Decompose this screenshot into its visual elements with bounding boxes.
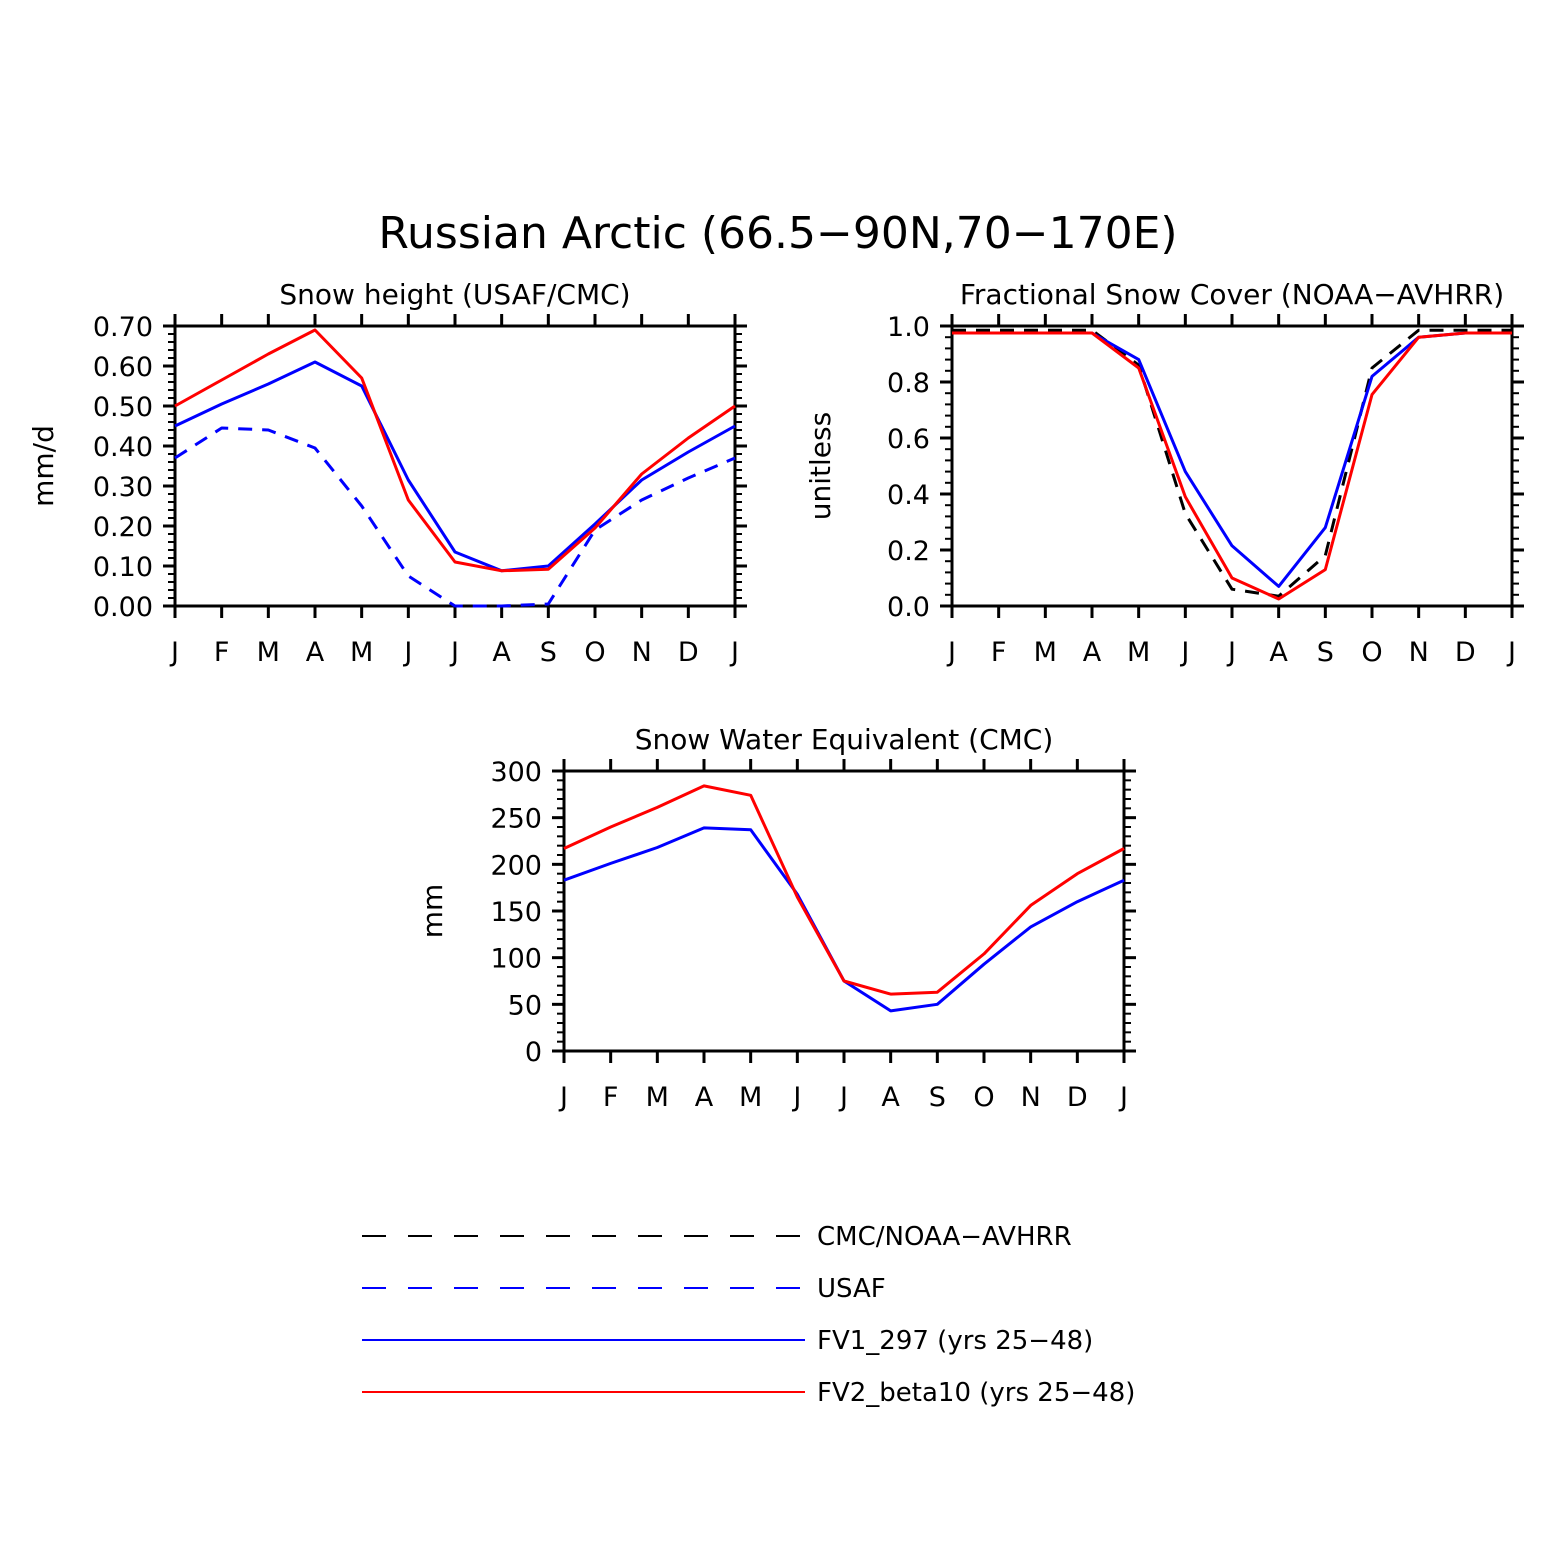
- swe-x-tick-label: J: [791, 1082, 801, 1113]
- swe-x-tick-label: A: [695, 1082, 714, 1113]
- fractional-snow-cover-x-tick-label: M: [1034, 637, 1057, 668]
- legend-label-2: FV1_297 (yrs 25−48): [817, 1326, 1093, 1356]
- legend-label-0: CMC/NOAA−AVHRR: [817, 1222, 1072, 1252]
- swe-series-fv2-beta10-yrs-25-48: [563, 784, 1125, 996]
- fractional-snow-cover-x-tick-label: M: [1127, 637, 1150, 668]
- swe-title: Snow Water Equivalent (CMC): [635, 723, 1054, 756]
- fractional-snow-cover-x-tick-label: A: [1269, 637, 1288, 668]
- swe-frame: [562, 769, 1126, 1053]
- swe-y-tick-label: 300: [490, 757, 542, 788]
- snow-height-y-tick-label: 0.30: [93, 472, 153, 503]
- snow-height-x-tick-label: J: [402, 637, 412, 668]
- fractional-snow-cover-title: Fractional Snow Cover (NOAA−AVHRR): [960, 278, 1504, 311]
- swe-y-tick-label: 0: [525, 1037, 542, 1068]
- fractional-snow-cover-y-tick-label: 0.8: [887, 368, 930, 399]
- snow-height-x-tick-label: M: [350, 637, 373, 668]
- swe-x-tick-label: M: [739, 1082, 762, 1113]
- fractional-snow-cover-panel: Fractional Snow Cover (NOAA−AVHRR)J F M A M J…: [804, 278, 1524, 668]
- snow-height-title: Snow height (USAF/CMC): [279, 278, 630, 311]
- swe-x-tick-label: J: [1118, 1082, 1128, 1113]
- swe-x-tick-label: S: [929, 1082, 946, 1113]
- snow-height-x-tick-label: J: [449, 637, 459, 668]
- legend: CMC/NOAA−AVHRR USAF FV1_297 (yrs 25−48) FV2…: [362, 1222, 1135, 1408]
- snow-height-y-tick-label: 0.00: [93, 592, 153, 623]
- fractional-snow-cover-x-tick-label: N: [1409, 637, 1429, 668]
- snow-height-x-tick-label: F: [214, 637, 230, 668]
- swe-y-tick-label: 200: [490, 850, 542, 881]
- swe-x-tick-label: D: [1067, 1082, 1088, 1113]
- swe-y-tick-label: 250: [490, 804, 542, 835]
- snow-height-y-tick-label: 0.10: [93, 552, 153, 583]
- swe-x-tick-label: M: [646, 1082, 669, 1113]
- legend-label-3: FV2_beta10 (yrs 25−48): [817, 1378, 1135, 1408]
- swe-x-tick-label: N: [1021, 1082, 1041, 1113]
- fractional-snow-cover-x-tick-label: J: [946, 637, 956, 668]
- swe-x-tick-label: F: [603, 1082, 619, 1113]
- fractional-snow-cover-y-tick-label: 0.4: [887, 480, 930, 511]
- fractional-snow-cover-x-tick-label: J: [1506, 637, 1516, 668]
- swe-y-tick-label: 50: [508, 990, 542, 1021]
- snow-height-x-tick-label: O: [584, 637, 605, 668]
- swe-y-tick-label: 100: [490, 944, 542, 975]
- snow-height-series-fv1-297-yrs-25-48: [174, 360, 736, 573]
- snow-height-panel: Snow height (USAF/CMC)J F M A M J J A S O N D J0.000…: [27, 278, 747, 668]
- fractional-snow-cover-y-tick-label: 1.0: [887, 312, 930, 343]
- fractional-snow-cover-frame: [950, 324, 1514, 608]
- fractional-snow-cover-y-tick-label: 0.0: [887, 592, 930, 623]
- fractional-snow-cover-x-tick-label: S: [1317, 637, 1334, 668]
- snow-height-x-tick-label: D: [678, 637, 699, 668]
- swe-x-tick-label: O: [973, 1082, 994, 1113]
- snow-height-x-tick-label: J: [729, 637, 739, 668]
- swe-y-tick-label: 150: [490, 897, 542, 928]
- snow-height-y-tick-label: 0.20: [93, 512, 153, 543]
- fractional-snow-cover-series-cmc-noaa-avhrr: [952, 328, 1512, 598]
- snow-height-y-axis-label: mm/d: [27, 425, 60, 507]
- snow-height-x-tick-label: N: [632, 637, 652, 668]
- snow-height-y-tick-label: 0.40: [93, 432, 153, 463]
- snow-height-x-tick-label: M: [257, 637, 280, 668]
- fractional-snow-cover-x-tick-label: O: [1361, 637, 1382, 668]
- snow-height-series-fv2-beta10-yrs-25-48: [174, 328, 736, 573]
- snow-height-series-usaf: [174, 426, 736, 608]
- main-title: Russian Arctic (66.5−90N,70−170E): [378, 208, 1177, 259]
- swe-x-tick-label: J: [838, 1082, 848, 1113]
- snow-height-y-tick-label: 0.60: [93, 352, 153, 383]
- snow-height-x-tick-label: J: [169, 637, 179, 668]
- fractional-snow-cover-x-tick-label: J: [1179, 637, 1189, 668]
- swe-x-tick-label: A: [881, 1082, 900, 1113]
- fractional-snow-cover-x-tick-label: F: [991, 637, 1007, 668]
- fractional-snow-cover-y-axis-label: unitless: [804, 412, 837, 520]
- snow-height-x-tick-label: A: [306, 637, 325, 668]
- snow-height-y-tick-label: 0.70: [93, 312, 153, 343]
- snow-height-y-tick-label: 0.50: [93, 392, 153, 423]
- snow-height-x-tick-label: A: [492, 637, 511, 668]
- swe-series-fv1-297-yrs-25-48: [563, 826, 1125, 1013]
- fractional-snow-cover-x-tick-label: D: [1455, 637, 1476, 668]
- fractional-snow-cover-series-fv1-297-yrs-25-48: [952, 331, 1512, 588]
- swe-x-tick-label: J: [558, 1082, 568, 1113]
- snow-water-equivalent-panel: Snow Water Equivalent (CMC)J F M A M J J A S O N D J…: [416, 723, 1136, 1113]
- swe-y-axis-label: mm: [416, 884, 449, 939]
- fractional-snow-cover-x-tick-label: A: [1083, 637, 1102, 668]
- legend-label-1: USAF: [817, 1274, 886, 1304]
- snow-height-x-tick-label: S: [540, 637, 557, 668]
- fractional-snow-cover-x-tick-label: J: [1226, 637, 1236, 668]
- fractional-snow-cover-y-tick-label: 0.2: [887, 536, 930, 567]
- fractional-snow-cover-series-fv2-beta10-yrs-25-48: [952, 331, 1512, 601]
- fractional-snow-cover-y-tick-label: 0.6: [887, 424, 930, 455]
